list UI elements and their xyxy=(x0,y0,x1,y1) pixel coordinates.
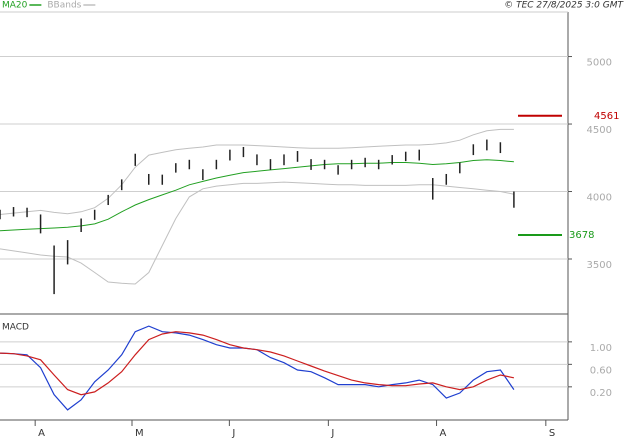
level-label: 3678 xyxy=(569,230,594,241)
band-lower xyxy=(0,181,514,285)
y-tick-label: 1.00 xyxy=(590,343,612,354)
panel-title: MACD xyxy=(2,323,29,333)
y-tick-label: 0.60 xyxy=(590,365,612,376)
y-tick-label: 4000 xyxy=(587,193,612,204)
x-tick-label: J xyxy=(330,428,334,439)
legend-label: BBands xyxy=(47,1,81,11)
legend-label: MA20 xyxy=(2,1,28,11)
macd-line xyxy=(0,331,515,396)
band-upper xyxy=(0,128,514,215)
y-tick-label: 3500 xyxy=(587,260,612,271)
y-tick-label: 4500 xyxy=(587,125,612,136)
ma-line xyxy=(0,159,514,232)
y-tick-label: 0.20 xyxy=(590,388,612,399)
level-label: 4561 xyxy=(594,111,619,122)
y-tick-label: 5000 xyxy=(587,58,612,69)
x-tick-label: A xyxy=(440,428,447,439)
x-tick-label: S xyxy=(549,428,555,439)
x-tick-label: M xyxy=(135,428,144,439)
source: © TEC 27/8/2025 3:0 GMT xyxy=(504,1,624,11)
x-tick-label: A xyxy=(38,428,45,439)
x-tick-label: J xyxy=(231,428,235,439)
